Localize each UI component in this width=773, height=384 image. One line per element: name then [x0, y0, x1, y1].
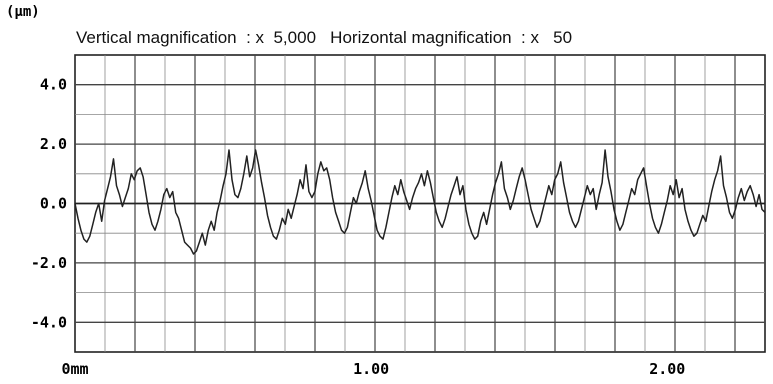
y-tick-label: 2.0	[40, 135, 67, 153]
y-tick-label: -4.0	[31, 313, 67, 331]
unit-label: (μm)	[6, 4, 40, 20]
grid-lines	[74, 54, 766, 353]
series-line-0	[74, 149, 766, 255]
x-tick-label: 1.00	[353, 360, 389, 378]
y-tick-label: 0.0	[40, 195, 67, 213]
x-tick-label: 2.00	[649, 360, 685, 378]
x-tick-label: 0mm	[61, 360, 88, 378]
profile-series	[74, 149, 766, 255]
x-axis-ticks: 0mm 1.00 2.00	[61, 360, 685, 378]
y-tick-label: 4.0	[40, 76, 67, 94]
chart-subtitle: Vertical magnification : x 5,000 Horizon…	[76, 28, 572, 47]
y-axis-ticks: 4.0 2.0 0.0 -2.0 -4.0	[31, 76, 67, 332]
y-tick-label: -2.0	[31, 254, 67, 272]
